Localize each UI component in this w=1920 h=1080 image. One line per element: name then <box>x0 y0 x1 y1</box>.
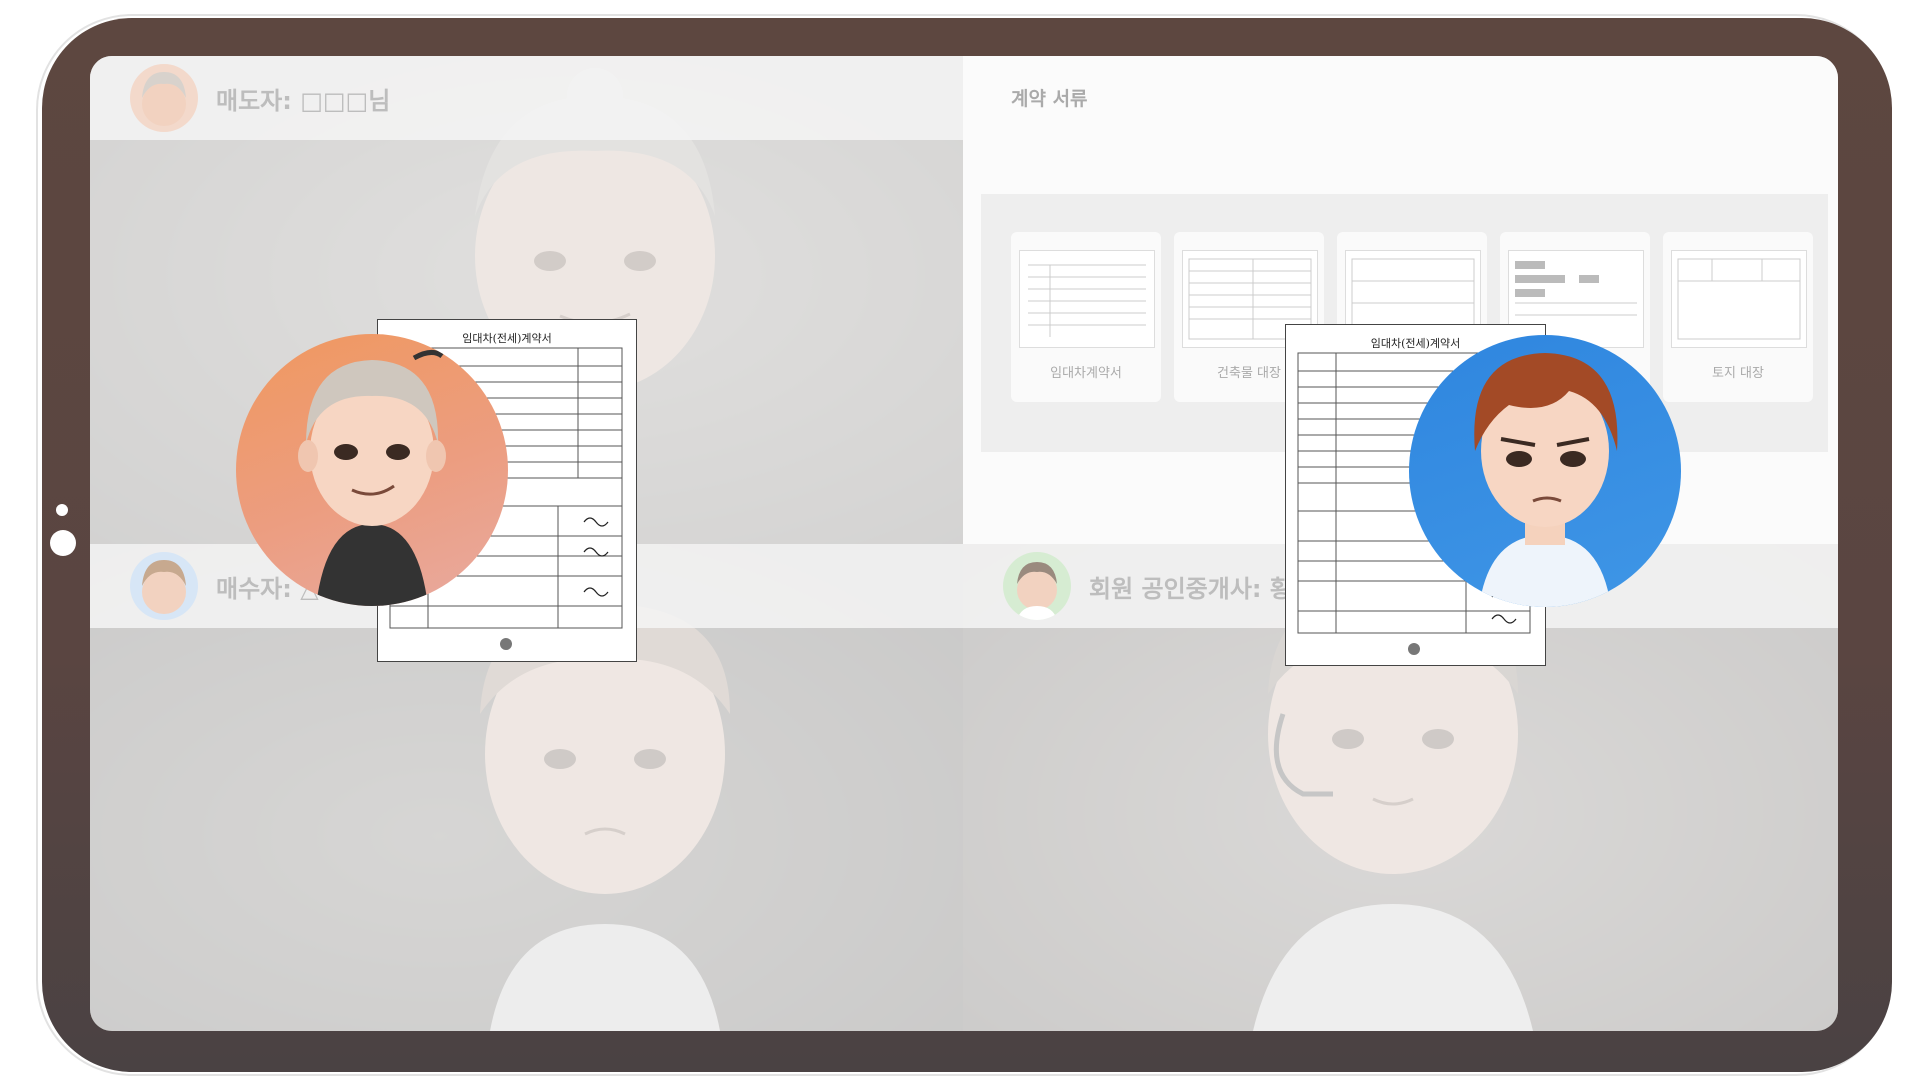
document-card-lease-contract[interactable]: 임대차계약서 <box>1011 232 1161 402</box>
contract-title: 임대차(전세)계약서 <box>462 332 552 345</box>
document-name: 건축물 대장 <box>1217 366 1281 381</box>
agent-label: 회원 공인중개사: 황 <box>1089 574 1292 603</box>
document-thumbnail <box>1671 250 1807 348</box>
contract-title: 임대차(전세)계약서 <box>1370 337 1461 350</box>
camera-dot-small <box>56 504 68 516</box>
documents-title: 계약 서류 <box>1011 88 1088 110</box>
document-thumbnail <box>1019 250 1155 348</box>
seller-video-tile[interactable]: 매도자: □□□님 <box>90 56 963 544</box>
document-name: 토지 대장 <box>1712 366 1764 381</box>
seller-label: 매도자: □□□님 <box>216 86 391 115</box>
camera-dot-large <box>50 530 76 556</box>
agent-avatar <box>1003 552 1071 620</box>
document-card-building-register[interactable]: 건축물 대장 <box>1174 232 1324 402</box>
agent-speaking-avatar <box>1409 335 1681 607</box>
seller-label-bar: 매도자: □□□님 <box>90 56 963 140</box>
buyer-avatar <box>130 552 198 620</box>
seller-avatar <box>130 64 198 132</box>
document-name: 임대차계약서 <box>1050 366 1122 381</box>
document-card-land-register[interactable]: 토지 대장 <box>1663 232 1813 402</box>
seller-speaking-avatar <box>236 334 508 606</box>
